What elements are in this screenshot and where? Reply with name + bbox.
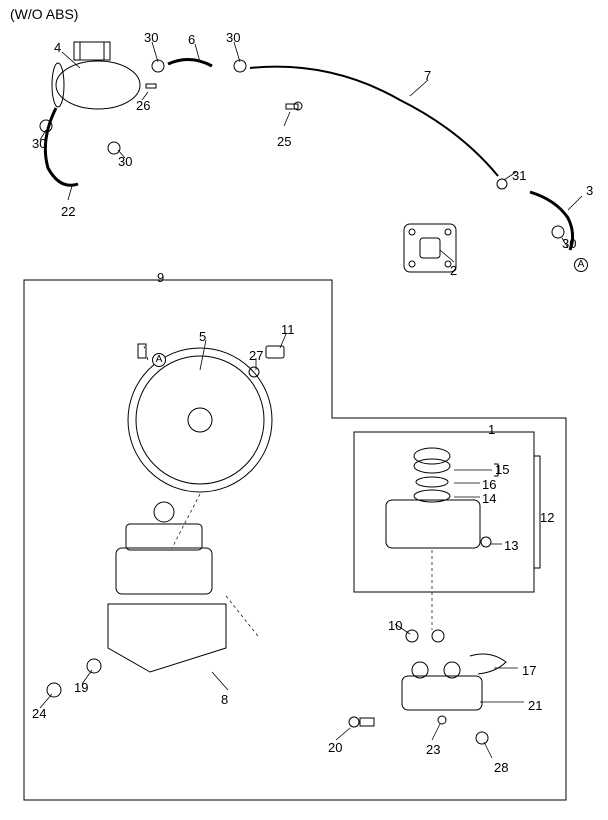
brake-booster [128,344,272,492]
vacuum-tank [52,42,140,109]
callout-6: 6 [188,32,195,47]
hose-6 [168,59,212,66]
callout-11: 11 [281,322,295,337]
callout-9: 9 [157,270,164,285]
callout-12: 12 [540,510,554,525]
callout-7: 7 [424,68,431,83]
hose-22 [45,108,78,185]
callout-30: 30 [226,30,240,45]
callout-31: 31 [512,168,526,183]
pipe-7 [250,67,498,176]
callout-30: 30 [562,236,576,251]
frame-1 [354,432,534,592]
cylinder-body [349,630,506,744]
marker-A: A [574,258,588,272]
master-cylinder-assy [47,502,226,697]
small-parts [40,60,564,238]
leader-lines [40,42,582,758]
callout-3: 3 [586,183,593,198]
callout-21: 21 [528,698,542,713]
callout-16: 16 [482,477,496,492]
callout-20: 20 [328,740,342,755]
callout-23: 23 [426,742,440,757]
marker-A: A [152,353,166,367]
callout-8: 8 [221,692,228,707]
reservoir-detail [386,448,491,548]
callout-4: 4 [54,40,61,55]
callout-15: 15 [495,462,509,477]
callout-2: 2 [450,263,457,278]
callout-25: 25 [277,134,291,149]
callout-24: 24 [32,706,46,721]
callout-5: 5 [199,329,206,344]
callout-30: 30 [144,30,158,45]
callout-17: 17 [522,663,536,678]
callout-30: 30 [118,154,132,169]
callout-19: 19 [74,680,88,695]
callout-1: 1 [488,422,495,437]
frame-9 [24,280,566,800]
gasket-2 [404,224,456,272]
parts-diagram-svg [0,0,608,820]
callout-30: 30 [32,136,46,151]
callout-28: 28 [494,760,508,775]
callout-27: 27 [249,348,263,363]
callout-22: 22 [61,204,75,219]
callout-13: 13 [504,538,518,553]
callout-10: 10 [388,618,402,633]
callout-26: 26 [136,98,150,113]
callout-14: 14 [482,491,496,506]
